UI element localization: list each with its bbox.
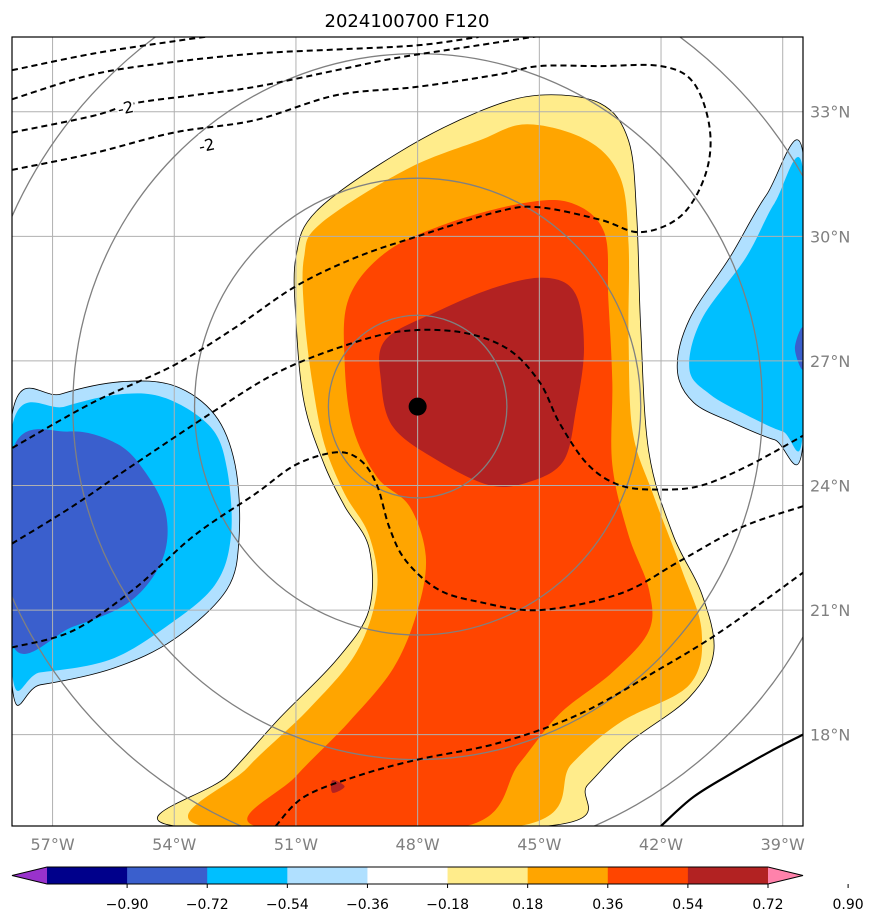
colorbar-tick-label-5: 0.18 [512,897,543,913]
colorbar-tick-label-1: −0.72 [186,897,229,913]
y-tick-label-0: 18°N [810,726,850,745]
plot-frame [11,36,804,827]
colorbar-bin-7 [607,867,689,884]
contour-labels: -2 -2 [116,96,217,157]
solid-contour-line [660,733,803,826]
x-tick-label-5: 42°W [639,835,683,854]
y-tick-label-1: 21°N [810,601,850,620]
dashed-contour-4 [12,328,803,545]
colorbar-tick-label-8: 0.72 [752,897,783,913]
colorbar-extend-low [12,867,47,884]
colorbar-bin-2 [207,867,288,884]
contour-label-0: -2 [116,97,136,119]
colorbar-tick-label-3: −0.36 [346,897,389,913]
colorbar-tick-label-7: 0.54 [672,897,703,913]
dashed-contour-1 [12,37,479,101]
x-tick-label-4: 45°W [517,835,561,854]
x-tick-label-0: 57°W [30,835,74,854]
colorbar-bin-6 [527,867,609,884]
colorbar-tick-label-6: 0.36 [592,897,623,913]
colorbar-bin-8 [687,867,769,884]
range-ring-1 [193,177,642,636]
colorbar-extend-high [768,867,803,884]
filled-region-9 [689,157,803,452]
contour-label-bg-1 [198,133,215,154]
colorbar-tick-label-4: −0.18 [426,897,469,913]
solid-contour [660,733,803,826]
colorbar-tick-label-9: 0.90 [833,897,864,913]
x-tick-label-3: 48°W [396,835,440,854]
map-plot-area: -2 -2 [12,37,803,826]
contour-label-1: -2 [197,135,217,157]
y-tick-labels: 18°N 21°N 24°N 27°N 30°N 33°N [810,103,850,745]
colorbar-bin-4 [367,867,449,884]
y-tick-label-2: 24°N [810,476,850,495]
colorbar: −0.90 −0.72 −0.54 −0.36 −0.18 0.18 0.36 0.54 0.7… [11,866,864,913]
dashed-contours [12,37,803,826]
lat-lon-gridlines [12,37,803,826]
range-ring-0 [327,314,508,499]
colorbar-bin-3 [287,867,368,884]
dashed-contour-5 [12,451,803,649]
dashed-contour-3 [12,63,712,449]
dashed-contour-0 [12,37,212,72]
colorbar-outline [11,866,804,885]
colorbar-bin-0 [47,867,128,884]
y-tick-label-5: 33°N [810,103,850,122]
y-tick-label-3: 27°N [810,352,850,371]
colorbar-bin-5 [447,867,529,884]
chart-title: 2024100700 F120 [325,11,490,32]
center-dot [408,397,427,416]
colorbar-bin-1 [127,867,208,884]
x-tick-label-2: 51°W [274,835,318,854]
contour-label-bg-0 [117,96,134,117]
x-tick-labels: 57°W 54°W 51°W 48°W 45°W 42°W 39°W [30,835,805,854]
x-tick-label-6: 39°W [761,835,805,854]
y-tick-label-4: 30°N [810,227,850,246]
colorbar-tick-label-2: −0.54 [266,897,309,913]
storm-center-marker [408,397,427,416]
filled-region-10 [794,327,803,370]
x-tick-label-1: 54°W [152,835,196,854]
colorbar-tick-label-0: −0.90 [106,897,149,913]
dashed-contour-2 [12,37,540,134]
filled-contours [12,94,803,826]
